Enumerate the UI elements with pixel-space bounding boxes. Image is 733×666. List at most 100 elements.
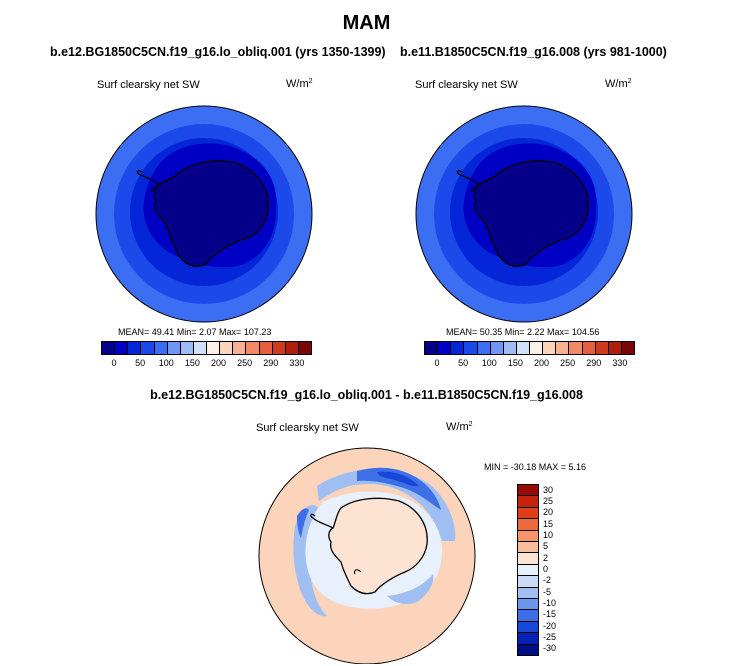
colorbar-swatch [167, 342, 181, 354]
peninsula-coast [456, 170, 481, 185]
colorbar-swatch [285, 342, 299, 354]
diff-colorbar-label: 5 [543, 541, 549, 552]
diff-dark-blue-patch [377, 471, 419, 487]
diff-colorbar-label: -5 [543, 586, 552, 597]
diff-colorbar-swatch [518, 542, 538, 554]
diff-colorbar-label: -30 [543, 643, 557, 654]
colorbar-tick-label: 290 [263, 358, 279, 368]
colorbar-tick-label: 330 [289, 358, 305, 368]
colorbar-swatch [556, 342, 570, 354]
colorbar-swatch [477, 342, 491, 354]
colorbar-swatch [272, 342, 286, 354]
colorbar-swatch [246, 342, 260, 354]
diff-south-blue-band [387, 574, 434, 604]
diff-colorbar-swatch [518, 485, 538, 497]
panel2-colorbar [424, 341, 635, 355]
peninsula-coast [136, 170, 161, 185]
colorbar-tick-label: 250 [237, 358, 253, 368]
diff-map-border [258, 447, 476, 664]
colorbar-tick-label: 290 [586, 358, 602, 368]
diff-colorbar-swatch [518, 587, 538, 600]
colorbar-swatch [233, 342, 247, 354]
diff-title: b.e12.BG1850C5CN.f19_g16.lo_obliq.001 - … [150, 388, 583, 402]
colorbar-swatch [464, 342, 478, 354]
island-coast [470, 187, 479, 193]
diff-colorbar-swatch [518, 519, 538, 531]
diff-colorbar-label: -15 [543, 609, 557, 620]
antarctica-land [153, 160, 270, 268]
diff-colorbar-label: -20 [543, 620, 557, 631]
colorbar-swatch [115, 342, 129, 354]
diff-colorbar-label: -2 [543, 575, 552, 586]
diff-colorbar-swatch [518, 507, 538, 520]
diff-mid-blue-band [357, 467, 441, 510]
panel2-colorbar-ticks: 0 50 100 150 200 250 290 330 [424, 358, 633, 370]
colorbar-swatch [621, 342, 634, 354]
colorbar-swatch [193, 342, 207, 354]
diff-colorbar-label: 25 [543, 496, 554, 506]
colorbar-swatch [451, 342, 465, 354]
diff-colorbar-label: 20 [543, 507, 554, 518]
diff-colorbar-label: 15 [543, 518, 554, 529]
diff-colorbar-swatch [518, 564, 538, 577]
diff-island-coast [353, 569, 362, 575]
colorbar-swatch [220, 342, 234, 354]
colorbar-swatch [438, 342, 452, 354]
island-coast [150, 187, 159, 193]
diff-variable-label: Surf clearsky net SW [256, 422, 359, 434]
colorbar-swatch [530, 342, 544, 354]
diff-colorbar-swatch [518, 496, 538, 508]
colorbar-swatch [425, 342, 439, 354]
colorbar-tick-label: 200 [534, 358, 550, 368]
panel2-variable-label: Surf clearsky net SW [415, 79, 518, 91]
colorbar-tick-label: 250 [560, 358, 576, 368]
diff-colorbar-swatch [518, 621, 538, 634]
colorbar-tick-label: 100 [481, 358, 497, 368]
colorbar-swatch [608, 342, 622, 354]
colorbar-swatch [543, 342, 557, 354]
colorbar-swatch [298, 342, 311, 354]
diff-colorbar-swatch [518, 576, 538, 588]
diff-colorbar-swatch [518, 599, 538, 611]
panel1-case-title: b.e12.BG1850C5CN.f19_g16.lo_obliq.001 (y… [50, 45, 386, 59]
diff-colorbar-swatch [518, 610, 538, 622]
colorbar-swatch [102, 342, 116, 354]
colorbar-swatch [180, 342, 194, 354]
panel2-stats: MEAN= 50.35 Min= 2.22 Max= 104.56 [446, 327, 600, 337]
diff-colorbar-label: 10 [543, 530, 554, 540]
diff-antarctica-land [328, 497, 428, 595]
panel1-polar-map [95, 105, 313, 323]
colorbar-swatch [128, 342, 142, 354]
panel1-stats: MEAN= 49.41 Min= 2.07 Max= 107.23 [118, 327, 272, 337]
colorbar-tick-label: 50 [135, 358, 146, 368]
diff-polar-map [258, 447, 476, 664]
diff-units-label: W/m2 [446, 421, 473, 433]
diff-west-mid-blue [297, 508, 309, 538]
panel2-polar-map [415, 105, 633, 323]
colorbar-swatch [595, 342, 609, 354]
colorbar-tick-label: 100 [158, 358, 174, 368]
diff-colorbar-swatch [518, 644, 538, 656]
colorbar-swatch [207, 342, 221, 354]
colorbar-tick-label: 0 [111, 358, 117, 368]
colorbar-tick-label: 200 [211, 358, 227, 368]
diff-colorbar [517, 484, 539, 656]
diff-colorbar-label: 0 [543, 564, 549, 574]
colorbar-tick-label: 150 [507, 358, 523, 368]
panel2-case-title: b.e11.B1850C5CN.f19_g16.008 (yrs 981-100… [400, 45, 667, 59]
diff-colorbar-label: -25 [543, 632, 557, 642]
colorbar-swatch [516, 342, 530, 354]
diff-colorbar-label: 30 [543, 484, 554, 495]
colorbar-swatch [503, 342, 517, 354]
panel1-variable-label: Surf clearsky net SW [97, 79, 200, 91]
panel1-units-label: W/m2 [286, 78, 313, 90]
diff-colorbar-swatch [518, 530, 538, 543]
diff-colorbar-label: 2 [543, 552, 549, 563]
season-title: MAM [342, 12, 391, 34]
colorbar-swatch [569, 342, 583, 354]
diff-colorbar-swatch [518, 633, 538, 645]
colorbar-swatch [582, 342, 596, 354]
diff-colorbar-swatch [518, 553, 538, 565]
panel1-colorbar-ticks: 0 50 100 150 200 250 290 330 [101, 358, 310, 370]
diff-peninsula-coast [310, 513, 334, 529]
